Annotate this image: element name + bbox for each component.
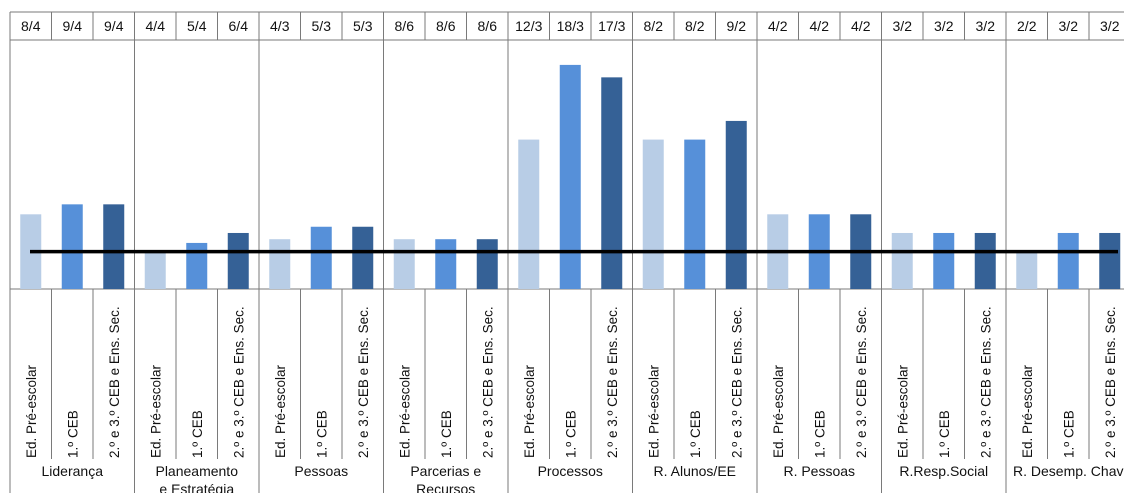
- top-label: 5/4: [187, 18, 207, 34]
- bar: [559, 64, 581, 290]
- bar: [974, 232, 996, 289]
- bar: [1099, 232, 1121, 289]
- bar: [642, 139, 664, 289]
- group-label: R. Desemp. Chav: [1013, 463, 1123, 479]
- top-label: 2/2: [1017, 18, 1037, 34]
- group-label-continued: Recursos: [416, 481, 475, 493]
- category-label: 1.º CEB: [563, 410, 578, 458]
- category-label: Ed. Pré-escolar: [397, 364, 412, 458]
- group-label: R. Pessoas: [783, 463, 855, 479]
- category-label: 2.º e 3.º CEB e Ens. Sec.: [480, 306, 495, 458]
- bar: [61, 204, 83, 289]
- top-label: 8/6: [395, 18, 415, 34]
- top-label: 17/3: [598, 18, 625, 34]
- category-label: 2.º e 3.º CEB e Ens. Sec.: [978, 306, 993, 458]
- bar: [352, 226, 374, 289]
- group-label: Liderança: [42, 463, 104, 479]
- top-label: 4/2: [810, 18, 830, 34]
- top-label: 8/4: [21, 18, 41, 34]
- category-label: Ed. Pré-escolar: [646, 364, 661, 458]
- top-label: 18/3: [557, 18, 584, 34]
- category-label: 1.º CEB: [1061, 410, 1076, 458]
- top-label: 3/2: [893, 18, 913, 34]
- group-label: Processos: [538, 463, 603, 479]
- top-label: 8/2: [644, 18, 664, 34]
- category-label: 1.º CEB: [65, 410, 80, 458]
- category-label: Ed. Pré-escolar: [24, 364, 39, 458]
- group-label-continued: e Estratégia: [159, 481, 234, 493]
- category-label: 2.º e 3.º CEB e Ens. Sec.: [854, 306, 869, 458]
- top-label: 4/2: [851, 18, 871, 34]
- bar: [1057, 232, 1079, 289]
- bar: [891, 232, 913, 289]
- category-label: 2.º e 3.º CEB e Ens. Sec.: [605, 306, 620, 458]
- bar: [933, 232, 955, 289]
- category-label: Ed. Pré-escolar: [522, 364, 537, 458]
- bar: [103, 204, 125, 289]
- bar: [601, 77, 623, 289]
- bar: [725, 120, 747, 289]
- bar: [435, 239, 457, 289]
- category-label: 2.º e 3.º CEB e Ens. Sec.: [231, 306, 246, 458]
- bar: [476, 239, 498, 289]
- category-label: 2.º e 3.º CEB e Ens. Sec.: [107, 306, 122, 458]
- category-label: 1.º CEB: [688, 410, 703, 458]
- top-label: 9/4: [63, 18, 83, 34]
- category-label: 1.º CEB: [937, 410, 952, 458]
- category-label: Ed. Pré-escolar: [273, 364, 288, 458]
- top-label: 4/3: [270, 18, 290, 34]
- bar: [684, 139, 706, 289]
- category-label: Ed. Pré-escolar: [1020, 364, 1035, 458]
- group-label: Pessoas: [294, 463, 348, 479]
- top-label: 3/2: [934, 18, 954, 34]
- bar: [144, 251, 166, 289]
- category-label: 2.º e 3.º CEB e Ens. Sec.: [356, 306, 371, 458]
- group-label: Planeamento: [155, 463, 238, 479]
- top-label: 5/3: [353, 18, 373, 34]
- bar: [269, 239, 291, 289]
- top-label: 8/6: [436, 18, 456, 34]
- group-label: R. Alunos/EE: [654, 463, 737, 479]
- top-label: 9/2: [727, 18, 747, 34]
- top-label: 3/2: [1059, 18, 1079, 34]
- top-label: 3/2: [976, 18, 996, 34]
- category-label: Ed. Pré-escolar: [148, 364, 163, 458]
- bar: [1016, 251, 1038, 289]
- category-label: 2.º e 3.º CEB e Ens. Sec.: [729, 306, 744, 458]
- category-label: 1.º CEB: [190, 410, 205, 458]
- category-label: 1.º CEB: [439, 410, 454, 458]
- group-label: R.Resp.Social: [899, 463, 988, 479]
- top-label: 4/4: [146, 18, 166, 34]
- category-label: 1.º CEB: [812, 410, 827, 458]
- top-label: 3/2: [1100, 18, 1120, 34]
- top-label: 9/4: [104, 18, 124, 34]
- top-label: 6/4: [229, 18, 249, 34]
- category-label: 1.º CEB: [314, 410, 329, 458]
- category-label: Ed. Pré-escolar: [895, 364, 910, 458]
- category-label: 2.º e 3.º CEB e Ens. Sec.: [1103, 306, 1118, 458]
- bar: [393, 239, 415, 289]
- top-label: 8/6: [478, 18, 498, 34]
- bar: [186, 242, 208, 289]
- top-label: 5/3: [312, 18, 332, 34]
- top-label: 12/3: [515, 18, 542, 34]
- group-label: Parcerias e: [410, 463, 481, 479]
- category-label: Ed. Pré-escolar: [771, 364, 786, 458]
- top-label: 4/2: [768, 18, 788, 34]
- bar: [227, 232, 249, 289]
- bar: [310, 226, 332, 289]
- top-label: 8/2: [685, 18, 705, 34]
- bar: [518, 139, 540, 289]
